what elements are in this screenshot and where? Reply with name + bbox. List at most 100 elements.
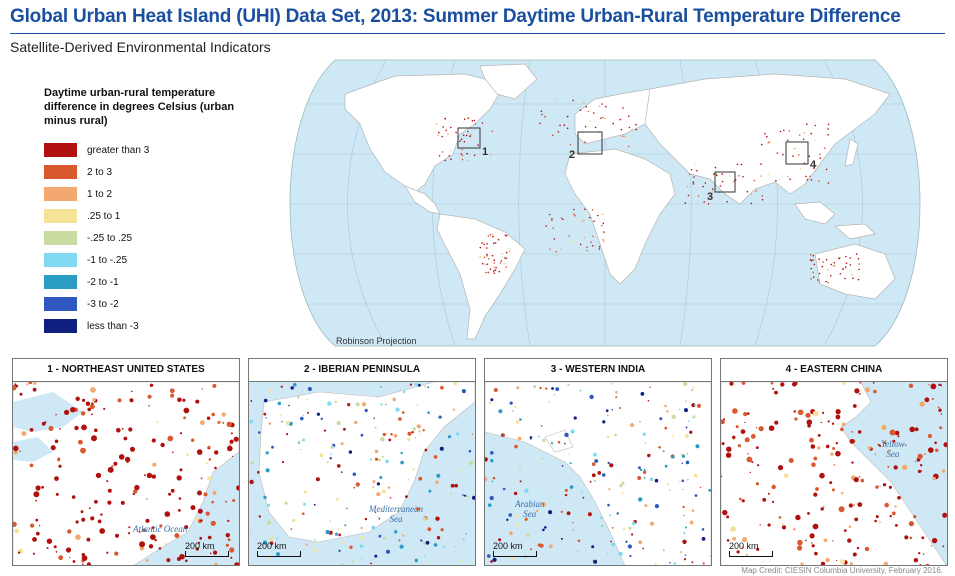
uhi-dot [490, 398, 494, 402]
uhi-dot [594, 480, 596, 482]
uhi-dot [830, 275, 832, 277]
uhi-dot [539, 122, 541, 125]
uhi-dot [474, 123, 477, 125]
uhi-dot [336, 421, 341, 426]
uhi-dot [777, 465, 784, 471]
uhi-dot [508, 247, 511, 250]
uhi-dot [809, 533, 815, 539]
uhi-dot [551, 219, 553, 221]
uhi-dot [232, 499, 236, 502]
uhi-dot [583, 102, 585, 104]
greenland [479, 63, 538, 100]
uhi-dot [794, 382, 798, 386]
uhi-dot [544, 115, 546, 118]
uhi-dot [271, 445, 274, 449]
uhi-dot [169, 388, 175, 394]
uhi-dot [602, 116, 604, 119]
uhi-dot [506, 518, 509, 521]
uhi-dot [319, 453, 324, 458]
uhi-dot [879, 485, 881, 487]
uhi-dot [685, 526, 687, 529]
uhi-dot [46, 538, 53, 544]
uhi-dot [794, 417, 798, 421]
water-label: Yellow Sea [881, 439, 905, 459]
uhi-dot [159, 524, 163, 528]
uhi-dot [70, 407, 76, 413]
uhi-dot [276, 552, 280, 557]
uhi-dot [810, 444, 816, 449]
uhi-dot [54, 439, 59, 444]
uhi-dot [893, 465, 898, 470]
uhi-dot [719, 185, 722, 187]
uhi-dot [186, 453, 189, 456]
uhi-dot [563, 124, 566, 126]
uhi-dot [227, 445, 233, 452]
uhi-dot [823, 538, 828, 543]
uhi-dot [741, 499, 745, 503]
uhi-dot [739, 497, 742, 501]
uhi-dot [107, 466, 114, 473]
uhi-dot [681, 454, 686, 458]
uhi-dot [74, 425, 79, 431]
uhi-dot [827, 268, 829, 271]
uhi-dot [818, 281, 821, 283]
uhi-dot [64, 409, 70, 415]
uhi-dot [491, 130, 494, 133]
uhi-dot [292, 518, 296, 523]
uhi-dot [664, 404, 667, 408]
uhi-dot [811, 462, 816, 467]
uhi-dot [378, 458, 381, 462]
uhi-dot [489, 495, 494, 501]
uhi-dot [486, 254, 488, 257]
uhi-dot [442, 126, 444, 128]
uhi-dot [685, 426, 688, 429]
uhi-dot [13, 521, 17, 527]
uhi-dot [184, 525, 189, 530]
uhi-dot [883, 441, 887, 445]
uhi-dot [151, 474, 156, 479]
uhi-dot [361, 558, 363, 560]
uhi-dot [930, 545, 932, 547]
uhi-dot [601, 473, 606, 477]
uhi-dot [830, 263, 832, 266]
uhi-dot [779, 130, 782, 133]
uhi-dot [858, 263, 861, 265]
uhi-dot [490, 560, 493, 563]
uhi-dot [473, 138, 476, 140]
uhi-dot [829, 481, 833, 485]
uhi-dot [810, 267, 813, 270]
uhi-dot [908, 383, 914, 388]
uhi-dot [884, 502, 889, 508]
inset-map [249, 382, 475, 565]
uhi-dot [541, 502, 546, 507]
uhi-dot [864, 387, 870, 393]
uhi-dot [80, 411, 86, 416]
uhi-dot [817, 446, 821, 450]
uhi-dot [798, 154, 800, 156]
uhi-dot [524, 517, 528, 521]
uhi-dot [825, 444, 830, 449]
uhi-dot [721, 419, 725, 425]
uhi-dot [649, 477, 654, 481]
uhi-dot [789, 178, 791, 180]
uhi-dot [134, 484, 140, 491]
uhi-dot [329, 457, 332, 460]
uhi-dot [805, 412, 811, 418]
uhi-dot [230, 432, 233, 435]
uhi-dot [591, 209, 594, 211]
uhi-dot [692, 181, 695, 183]
uhi-dot [683, 532, 686, 535]
uhi-dot [679, 550, 683, 554]
uhi-dot [541, 113, 543, 116]
uhi-dot [427, 386, 430, 389]
uhi-dot [493, 388, 498, 392]
legend-swatch [44, 209, 77, 223]
uhi-dot [682, 539, 687, 544]
uhi-dot [813, 263, 816, 266]
uhi-dot [207, 445, 211, 449]
uhi-dot [600, 117, 602, 119]
uhi-dot [438, 415, 442, 419]
uhi-dot [290, 386, 294, 390]
uhi-dot [820, 507, 824, 511]
uhi-dot [810, 179, 813, 181]
